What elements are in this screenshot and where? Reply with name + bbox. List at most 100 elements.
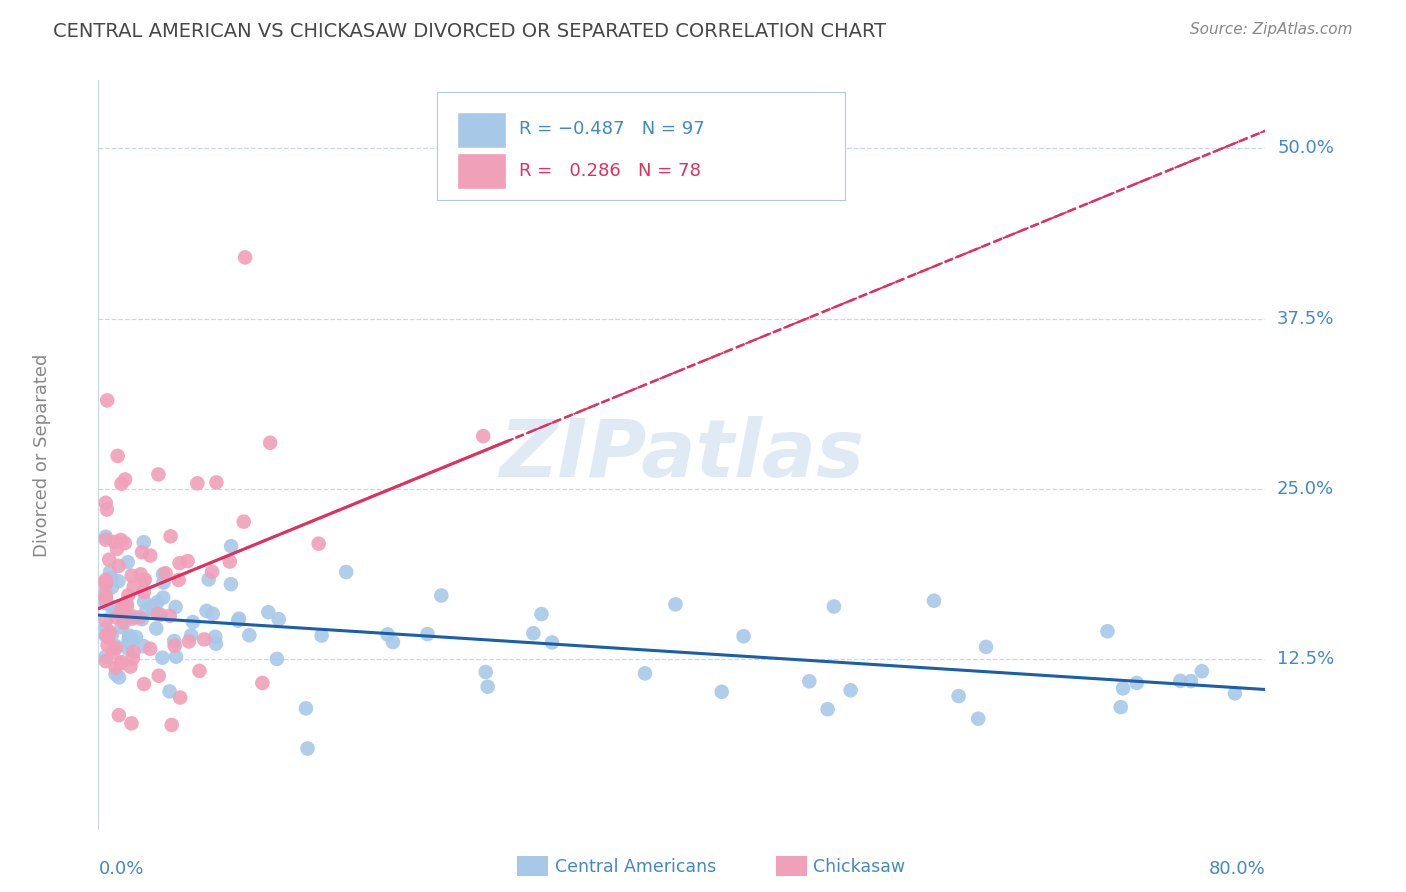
- Point: [297, 542, 319, 557]
- Point: [94, 541, 117, 556]
- Point: [218, 555, 240, 569]
- Point: [416, 605, 439, 619]
- Point: [118, 608, 141, 623]
- Point: [104, 641, 127, 656]
- Text: R =   0.286   N = 78: R = 0.286 N = 78: [519, 162, 700, 180]
- Text: 0.0%: 0.0%: [98, 860, 143, 878]
- Point: [94, 599, 117, 614]
- Point: [541, 589, 564, 603]
- Point: [131, 613, 153, 627]
- Point: [1097, 624, 1119, 639]
- Point: [117, 651, 139, 665]
- FancyBboxPatch shape: [457, 153, 506, 189]
- Point: [181, 605, 204, 619]
- Point: [121, 574, 143, 588]
- Point: [226, 644, 249, 658]
- FancyBboxPatch shape: [457, 112, 506, 148]
- Point: [101, 645, 124, 659]
- Point: [155, 566, 177, 581]
- Point: [121, 568, 143, 582]
- Point: [817, 668, 839, 682]
- Point: [107, 602, 129, 616]
- Point: [104, 660, 127, 674]
- Point: [634, 621, 657, 635]
- Point: [169, 690, 191, 705]
- Point: [107, 558, 129, 573]
- Point: [101, 630, 124, 644]
- Point: [110, 655, 132, 669]
- Point: [121, 611, 143, 625]
- Point: [195, 602, 218, 616]
- Text: 50.0%: 50.0%: [1277, 139, 1334, 157]
- Point: [1112, 679, 1135, 693]
- Point: [134, 622, 156, 636]
- Point: [114, 536, 136, 550]
- Point: [146, 607, 169, 621]
- Point: [120, 716, 142, 731]
- Point: [149, 613, 172, 627]
- Point: [823, 625, 845, 640]
- Point: [101, 592, 124, 607]
- Text: 80.0%: 80.0%: [1209, 860, 1265, 878]
- Point: [267, 611, 290, 625]
- Point: [117, 588, 139, 602]
- Point: [94, 591, 117, 606]
- Point: [522, 667, 544, 681]
- Point: [232, 515, 254, 529]
- Text: R = −0.487   N = 97: R = −0.487 N = 97: [519, 120, 704, 138]
- Point: [129, 567, 152, 582]
- Point: [201, 538, 224, 552]
- Point: [308, 536, 330, 550]
- Point: [430, 678, 453, 692]
- Point: [163, 639, 186, 653]
- Point: [118, 638, 141, 652]
- Point: [1223, 702, 1246, 716]
- Point: [139, 641, 162, 656]
- Point: [131, 545, 153, 559]
- Text: ZIPatlas: ZIPatlas: [499, 416, 865, 494]
- Point: [105, 600, 128, 615]
- Point: [474, 604, 496, 618]
- Point: [530, 595, 553, 609]
- Point: [152, 536, 174, 550]
- Point: [201, 565, 224, 579]
- Text: 12.5%: 12.5%: [1277, 650, 1334, 668]
- Point: [142, 607, 165, 621]
- Point: [115, 629, 138, 643]
- Point: [96, 657, 118, 671]
- Point: [120, 659, 142, 673]
- Point: [1125, 682, 1147, 697]
- Point: [169, 556, 191, 570]
- Point: [112, 615, 135, 630]
- Point: [101, 565, 124, 579]
- Point: [922, 657, 945, 672]
- Point: [104, 635, 127, 649]
- Point: [948, 649, 970, 664]
- Point: [121, 623, 143, 637]
- Point: [118, 620, 141, 634]
- Point: [165, 588, 187, 602]
- Text: 25.0%: 25.0%: [1277, 480, 1334, 498]
- Point: [128, 610, 150, 624]
- Text: CENTRAL AMERICAN VS CHICKASAW DIVORCED OR SEPARATED CORRELATION CHART: CENTRAL AMERICAN VS CHICKASAW DIVORCED O…: [53, 22, 887, 41]
- Text: 37.5%: 37.5%: [1277, 310, 1334, 327]
- Point: [114, 472, 136, 486]
- Point: [125, 573, 148, 587]
- Point: [98, 624, 121, 639]
- Point: [115, 599, 138, 613]
- Point: [110, 607, 132, 621]
- Point: [266, 580, 288, 594]
- Point: [132, 677, 155, 691]
- FancyBboxPatch shape: [437, 92, 845, 200]
- Point: [148, 669, 170, 683]
- Point: [335, 615, 357, 629]
- Text: Central Americans: Central Americans: [555, 858, 717, 876]
- Point: [96, 502, 118, 516]
- Point: [122, 645, 145, 659]
- Point: [105, 541, 128, 556]
- Point: [472, 429, 495, 443]
- Point: [377, 583, 399, 598]
- Point: [257, 640, 280, 654]
- Point: [219, 611, 242, 625]
- Point: [94, 577, 117, 591]
